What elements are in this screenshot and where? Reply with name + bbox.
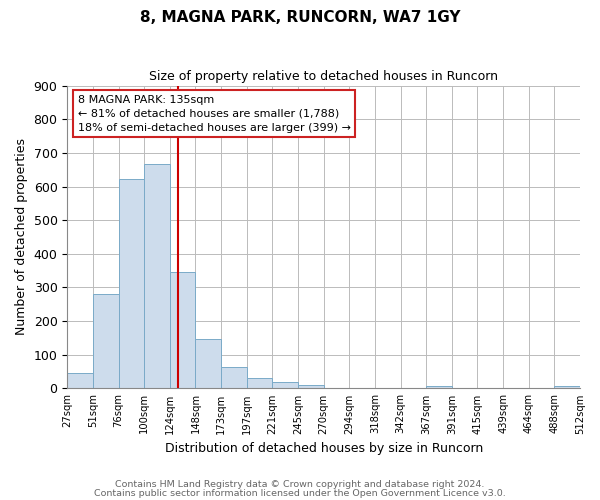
Text: Contains public sector information licensed under the Open Government Licence v3: Contains public sector information licen…	[94, 489, 506, 498]
Bar	[93, 294, 119, 388]
Bar	[119, 179, 144, 388]
Title: Size of property relative to detached houses in Runcorn: Size of property relative to detached ho…	[149, 70, 498, 83]
Bar	[298, 384, 323, 388]
Bar	[554, 386, 580, 388]
X-axis label: Distribution of detached houses by size in Runcorn: Distribution of detached houses by size …	[164, 442, 483, 455]
Bar	[144, 164, 170, 388]
Bar	[247, 378, 272, 388]
Text: 8, MAGNA PARK, RUNCORN, WA7 1GY: 8, MAGNA PARK, RUNCORN, WA7 1GY	[140, 10, 460, 25]
Bar	[67, 374, 93, 388]
Y-axis label: Number of detached properties: Number of detached properties	[15, 138, 28, 336]
Text: Contains HM Land Registry data © Crown copyright and database right 2024.: Contains HM Land Registry data © Crown c…	[115, 480, 485, 489]
Text: 8 MAGNA PARK: 135sqm
← 81% of detached houses are smaller (1,788)
18% of semi-de: 8 MAGNA PARK: 135sqm ← 81% of detached h…	[77, 94, 350, 132]
Bar	[221, 366, 247, 388]
Bar	[272, 382, 298, 388]
Bar	[426, 386, 452, 388]
Bar	[170, 272, 196, 388]
Bar	[196, 338, 221, 388]
